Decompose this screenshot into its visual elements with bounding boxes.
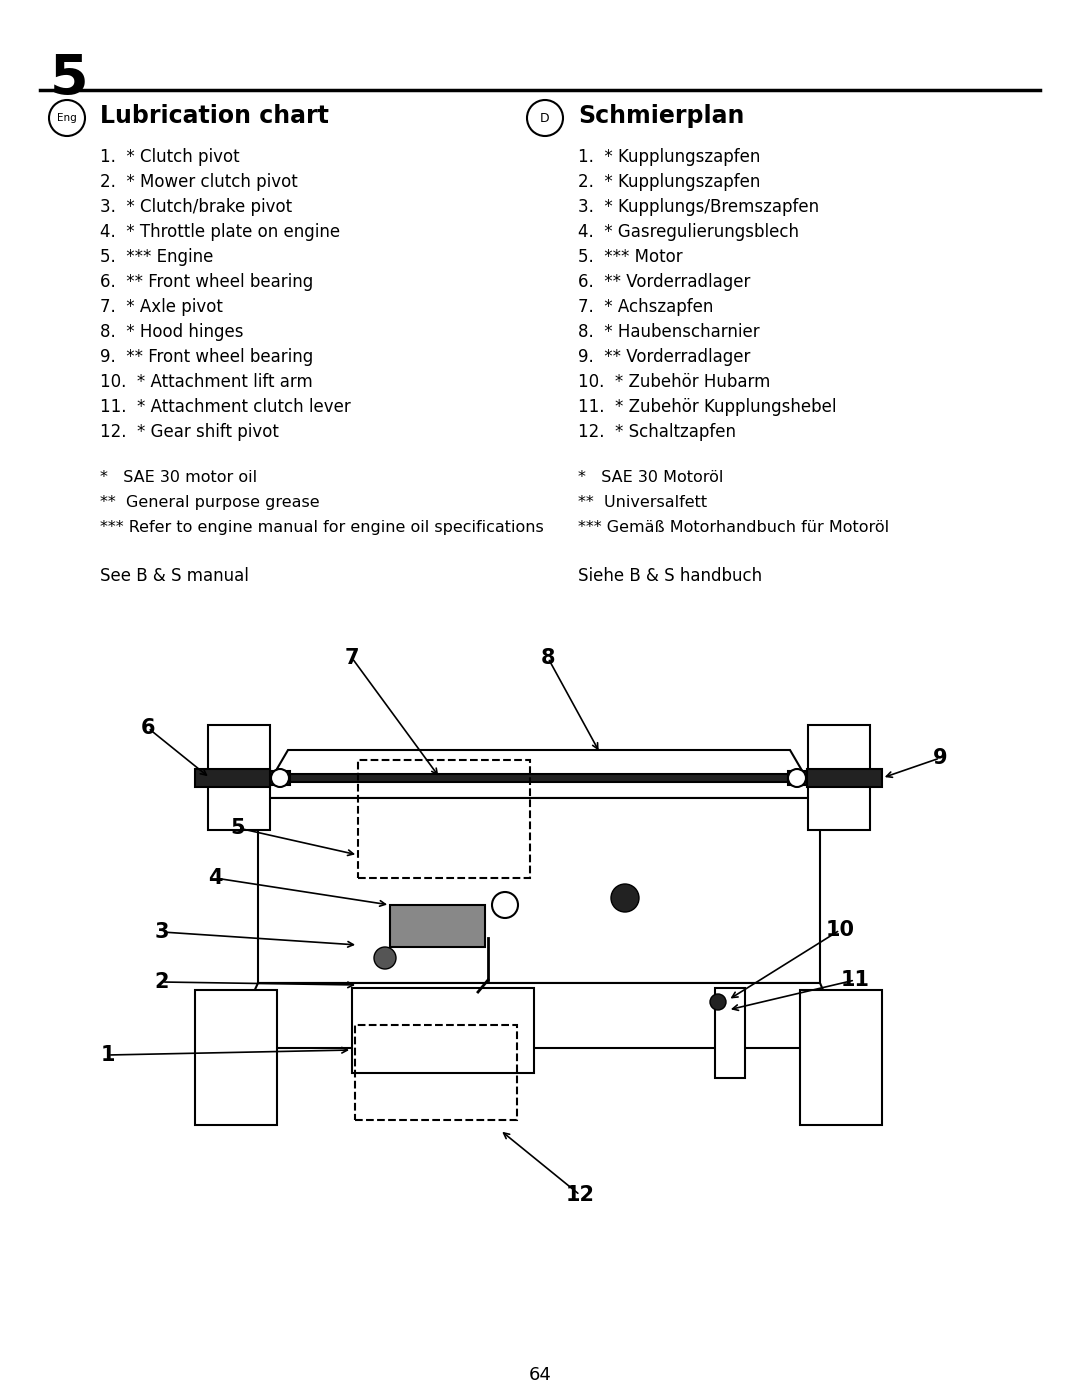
Bar xyxy=(390,905,485,947)
Text: 1: 1 xyxy=(100,1045,116,1065)
Bar xyxy=(258,798,820,983)
Text: 5: 5 xyxy=(50,52,89,106)
Text: 1.  * Clutch pivot: 1. * Clutch pivot xyxy=(100,148,240,166)
Text: Eng: Eng xyxy=(57,113,77,123)
Bar xyxy=(800,990,882,1125)
Polygon shape xyxy=(228,983,848,1048)
Text: 10.  * Attachment lift arm: 10. * Attachment lift arm xyxy=(100,373,313,391)
Text: 9.  ** Vorderradlager: 9. ** Vorderradlager xyxy=(578,348,751,366)
Text: 6.  ** Front wheel bearing: 6. ** Front wheel bearing xyxy=(100,272,313,291)
Bar xyxy=(808,725,870,830)
Circle shape xyxy=(611,884,639,912)
Bar xyxy=(280,774,797,782)
Text: 4.  * Gasregulierungsblech: 4. * Gasregulierungsblech xyxy=(578,224,799,242)
Bar xyxy=(208,725,270,830)
Circle shape xyxy=(788,768,806,787)
Bar xyxy=(715,988,745,1078)
Circle shape xyxy=(710,995,726,1010)
Text: 11.  * Attachment clutch lever: 11. * Attachment clutch lever xyxy=(100,398,351,416)
Text: **  Universalfett: ** Universalfett xyxy=(578,495,707,510)
Text: 11.  * Zubehör Kupplungshebel: 11. * Zubehör Kupplungshebel xyxy=(578,398,837,416)
Text: 8.  * Hood hinges: 8. * Hood hinges xyxy=(100,323,243,341)
Text: 1.  * Kupplungszapfen: 1. * Kupplungszapfen xyxy=(578,148,760,166)
Bar xyxy=(357,760,530,877)
Text: *** Refer to engine manual for engine oil specifications: *** Refer to engine manual for engine oi… xyxy=(100,520,543,535)
Text: *   SAE 30 motor oil: * SAE 30 motor oil xyxy=(100,469,257,485)
Text: 2.  * Mower clutch pivot: 2. * Mower clutch pivot xyxy=(100,173,298,191)
Text: 6.  ** Vorderradlager: 6. ** Vorderradlager xyxy=(578,272,751,291)
Circle shape xyxy=(374,947,396,970)
Bar xyxy=(195,768,270,787)
Text: 7.  * Axle pivot: 7. * Axle pivot xyxy=(100,298,222,316)
Text: 4: 4 xyxy=(207,868,222,888)
Bar xyxy=(268,771,291,785)
Text: *   SAE 30 Motoröl: * SAE 30 Motoröl xyxy=(578,469,724,485)
Text: 6: 6 xyxy=(140,718,156,738)
Text: 8: 8 xyxy=(541,648,555,668)
Text: *** Gemäß Motorhandbuch für Motoröl: *** Gemäß Motorhandbuch für Motoröl xyxy=(578,520,889,535)
Text: D: D xyxy=(540,112,550,124)
Text: 12.  * Gear shift pivot: 12. * Gear shift pivot xyxy=(100,423,279,441)
Text: 2.  * Kupplungszapfen: 2. * Kupplungszapfen xyxy=(578,173,760,191)
Text: 5.  *** Motor: 5. *** Motor xyxy=(578,249,683,265)
Bar xyxy=(352,988,534,1073)
Text: Schmierplan: Schmierplan xyxy=(578,103,744,129)
Text: 3.  * Kupplungs/Bremszapfen: 3. * Kupplungs/Bremszapfen xyxy=(578,198,819,217)
Circle shape xyxy=(271,768,289,787)
Text: 12: 12 xyxy=(566,1185,594,1206)
Text: **  General purpose grease: ** General purpose grease xyxy=(100,495,320,510)
Text: 5: 5 xyxy=(231,819,245,838)
Bar xyxy=(355,1025,517,1120)
Circle shape xyxy=(492,893,518,918)
Text: 4.  * Throttle plate on engine: 4. * Throttle plate on engine xyxy=(100,224,340,242)
Text: 9.  ** Front wheel bearing: 9. ** Front wheel bearing xyxy=(100,348,313,366)
Text: 64: 64 xyxy=(528,1366,552,1384)
Text: Lubrication chart: Lubrication chart xyxy=(100,103,329,129)
Text: 3: 3 xyxy=(154,922,170,942)
Text: 10.  * Zubehör Hubarm: 10. * Zubehör Hubarm xyxy=(578,373,770,391)
Text: 7.  * Achszapfen: 7. * Achszapfen xyxy=(578,298,714,316)
Text: 10: 10 xyxy=(825,921,854,940)
Bar xyxy=(807,768,882,787)
Text: 2: 2 xyxy=(154,972,170,992)
Text: 9: 9 xyxy=(933,747,947,768)
Polygon shape xyxy=(260,750,818,798)
Bar xyxy=(195,990,276,1125)
Text: 12.  * Schaltzapfen: 12. * Schaltzapfen xyxy=(578,423,735,441)
Text: 7: 7 xyxy=(345,648,360,668)
Text: Siehe B & S handbuch: Siehe B & S handbuch xyxy=(578,567,762,585)
Text: 8.  * Haubenscharnier: 8. * Haubenscharnier xyxy=(578,323,759,341)
Bar xyxy=(788,771,810,785)
Text: 3.  * Clutch/brake pivot: 3. * Clutch/brake pivot xyxy=(100,198,292,217)
Text: 11: 11 xyxy=(840,970,869,990)
Text: See B & S manual: See B & S manual xyxy=(100,567,248,585)
Text: 5.  *** Engine: 5. *** Engine xyxy=(100,249,214,265)
